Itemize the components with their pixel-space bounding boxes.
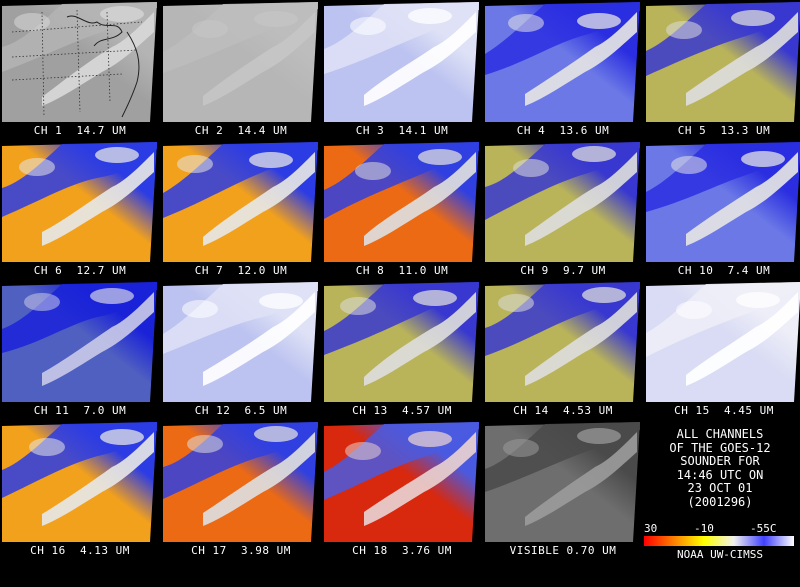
channel-label: CH 10 7.4 UM	[677, 264, 771, 277]
state-boundaries-overlay	[11, 9, 143, 118]
satellite-image	[163, 282, 318, 402]
channel-panel: CH 15 4.45 UM	[644, 280, 800, 420]
satellite-image	[485, 2, 640, 122]
info-line-3: SOUNDER FOR	[680, 454, 760, 468]
channel-label: CH 13 4.57 UM	[352, 404, 452, 417]
channel-label: CH 18 3.76 UM	[352, 544, 452, 557]
channel-label: VISIBLE 0.70 UM	[509, 544, 617, 557]
info-line-4: 14:46 UTC ON	[676, 467, 764, 482]
info-panel: ALL CHANNELS OF THE GOES-12 SOUNDER FOR …	[640, 427, 800, 561]
satellite-image	[485, 142, 640, 262]
satellite-image	[324, 422, 479, 542]
satellite-image	[646, 282, 800, 402]
channel-panel: CH 5 13.3 UM	[644, 0, 800, 140]
satellite-image	[646, 2, 800, 122]
scale-label-mid: -10	[694, 522, 714, 535]
channel-panel: CH 4 13.6 UM	[483, 0, 643, 140]
channel-label: CH 17 3.98 UM	[191, 544, 291, 557]
satellite-image	[324, 2, 479, 122]
channel-panel: CH 12 6.5 UM	[161, 280, 321, 420]
channel-panel: CH 9 9.7 UM	[483, 140, 643, 280]
channel-label: CH 1 14.7 UM	[33, 124, 127, 137]
channel-label: CH 4 13.6 UM	[516, 124, 610, 137]
satellite-image	[2, 282, 157, 402]
channel-panel: CH 11 7.0 UM	[0, 280, 160, 420]
channel-label: CH 16 4.13 UM	[30, 544, 130, 557]
channel-label: CH 5 13.3 UM	[677, 124, 771, 137]
satellite-image	[163, 142, 318, 262]
satellite-image	[646, 142, 800, 262]
channel-label: CH 15 4.45 UM	[674, 404, 774, 417]
channel-panel: CH 10 7.4 UM	[644, 140, 800, 280]
info-line-2: OF THE GOES-12	[669, 440, 771, 455]
scale-label-cold: -55C	[750, 522, 777, 535]
satellite-image	[485, 282, 640, 402]
channel-label: CH 3 14.1 UM	[355, 124, 449, 137]
channel-panel: CH 7 12.0 UM	[161, 140, 321, 280]
satellite-image	[324, 282, 479, 402]
info-line-5: 23 OCT 01	[687, 481, 753, 495]
channel-panel: VISIBLE 0.70 UM	[483, 420, 643, 560]
channel-panel: CH 17 3.98 UM	[161, 420, 321, 560]
credit-label: NOAA UW-CIMSS	[676, 548, 764, 561]
channel-label: CH 9 9.7 UM	[520, 264, 606, 277]
channel-label: CH 12 6.5 UM	[194, 404, 288, 417]
satellite-image	[324, 142, 479, 262]
channel-label: CH 7 12.0 UM	[194, 264, 288, 277]
info-line-6: (2001296)	[687, 494, 753, 509]
channel-panel: CH 6 12.7 UM	[0, 140, 160, 280]
satellite-image	[163, 2, 318, 122]
channel-panel: CH 8 11.0 UM	[322, 140, 482, 280]
channel-panel: CH 1 14.7 UM	[0, 0, 160, 140]
satellite-image	[2, 142, 157, 262]
channel-panel: CH 16 4.13 UM	[0, 420, 160, 560]
info-line-1: ALL CHANNELS	[676, 427, 764, 441]
satellite-image	[2, 422, 157, 542]
channel-panel: CH 2 14.4 UM	[161, 0, 321, 140]
channel-label: CH 2 14.4 UM	[194, 124, 288, 137]
channel-label: CH 8 11.0 UM	[355, 264, 449, 277]
channel-panel: CH 14 4.53 UM	[483, 280, 643, 420]
channel-panel: CH 18 3.76 UM	[322, 420, 482, 560]
channel-panel: CH 3 14.1 UM	[322, 0, 482, 140]
satellite-image	[485, 422, 640, 542]
temperature-colorbar	[644, 536, 794, 546]
channel-label: CH 6 12.7 UM	[33, 264, 127, 277]
channel-panel: CH 13 4.57 UM	[322, 280, 482, 420]
channel-label: CH 14 4.53 UM	[513, 404, 613, 417]
temperature-scale-labels: 30 -10 -55C	[642, 522, 798, 587]
satellite-image	[2, 2, 157, 122]
channel-label: CH 11 7.0 UM	[33, 404, 127, 417]
scale-label-warm: 30	[644, 522, 658, 535]
satellite-image	[163, 422, 318, 542]
